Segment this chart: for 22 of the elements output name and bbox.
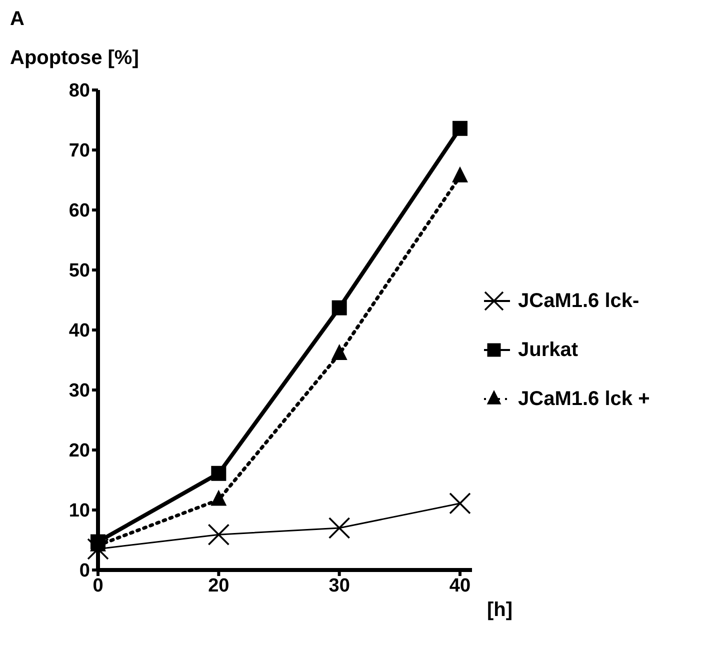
y-tick-label: 70 xyxy=(68,140,90,162)
y-tick-label: 30 xyxy=(68,380,90,402)
x-tick-label: 30 xyxy=(328,575,350,596)
legend-label: JCaM1.6 lck + xyxy=(518,388,650,410)
y-tick-label: 60 xyxy=(68,200,90,222)
point xyxy=(211,466,226,481)
y-tick-label: 10 xyxy=(68,500,90,522)
y-axis-title: Apoptose [%] xyxy=(10,47,140,70)
point xyxy=(332,300,347,316)
legend-label: JCaM1.6 lck- xyxy=(518,290,640,312)
chart-title: A xyxy=(10,8,26,31)
x-tick-label: 20 xyxy=(208,575,230,596)
y-tick-label: 40 xyxy=(68,320,90,342)
x-tick-label: 40 xyxy=(449,575,471,596)
point xyxy=(452,120,468,136)
y-tick-label: 20 xyxy=(68,440,90,462)
legend-label: Jurkat xyxy=(518,338,578,362)
x-axis-title: [h] xyxy=(487,599,513,622)
y-tick-label: 50 xyxy=(68,260,90,282)
y-tick-label: 0 xyxy=(79,560,90,582)
x-tick-label: 0 xyxy=(92,575,104,596)
y-tick-label: 80 xyxy=(68,80,90,102)
